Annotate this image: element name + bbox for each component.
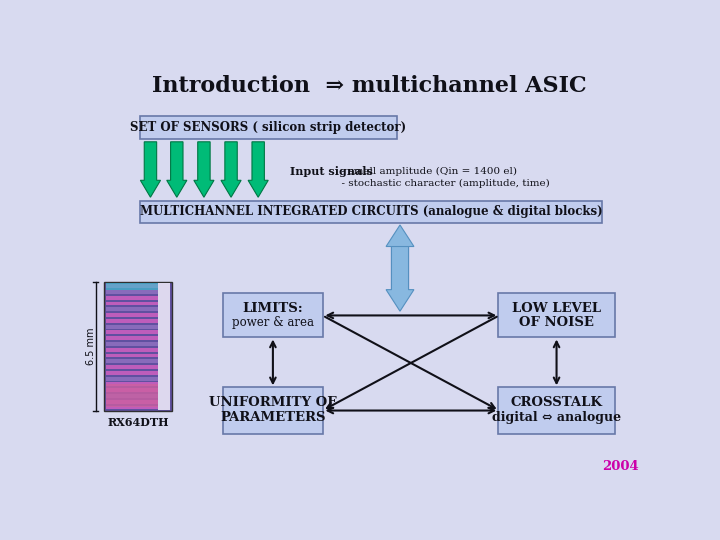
- Bar: [106, 301, 160, 306]
- Text: RX64DTH: RX64DTH: [107, 416, 168, 428]
- Polygon shape: [167, 142, 187, 197]
- Bar: [106, 330, 160, 334]
- Polygon shape: [140, 142, 161, 197]
- Bar: [104, 282, 172, 411]
- Bar: [106, 284, 160, 288]
- Polygon shape: [386, 247, 414, 311]
- FancyBboxPatch shape: [498, 294, 615, 338]
- Polygon shape: [194, 142, 214, 197]
- Bar: [106, 359, 160, 363]
- FancyBboxPatch shape: [498, 387, 615, 434]
- Text: SET OF SENSORS ( silicon strip detector): SET OF SENSORS ( silicon strip detector): [130, 122, 406, 134]
- Text: OF NOISE: OF NOISE: [519, 316, 594, 329]
- Bar: [158, 284, 170, 410]
- Bar: [106, 382, 160, 386]
- Text: MULTICHANNEL INTEGRATED CIRCUITS (analogue & digital blocks): MULTICHANNEL INTEGRATED CIRCUITS (analog…: [140, 205, 602, 218]
- Bar: [106, 406, 160, 409]
- Bar: [106, 371, 160, 375]
- Text: - small amplitude (Qin = 1400 el): - small amplitude (Qin = 1400 el): [335, 166, 517, 176]
- Bar: [106, 384, 158, 408]
- Bar: [106, 394, 160, 398]
- Text: UNIFORMITY OF: UNIFORMITY OF: [209, 396, 337, 409]
- Bar: [106, 348, 160, 352]
- Bar: [106, 313, 160, 317]
- Bar: [106, 400, 160, 403]
- Text: Input signals: Input signals: [290, 166, 373, 177]
- Text: PARAMETERS: PARAMETERS: [220, 411, 325, 424]
- Text: digital ⇔ analogue: digital ⇔ analogue: [492, 411, 621, 424]
- Bar: [106, 325, 160, 328]
- Text: - stochastic character (amplitude, time): - stochastic character (amplitude, time): [335, 179, 549, 188]
- Text: 2004: 2004: [602, 460, 639, 473]
- Text: power & area: power & area: [232, 316, 314, 329]
- Bar: [106, 307, 160, 311]
- Bar: [106, 336, 160, 340]
- FancyBboxPatch shape: [140, 117, 397, 139]
- Text: LOW LEVEL: LOW LEVEL: [512, 302, 601, 315]
- FancyBboxPatch shape: [222, 294, 323, 338]
- Text: LIMITS:: LIMITS:: [243, 302, 303, 315]
- FancyBboxPatch shape: [140, 201, 602, 222]
- Polygon shape: [386, 225, 414, 289]
- Text: CROSSTALK: CROSSTALK: [510, 396, 603, 409]
- Polygon shape: [248, 142, 269, 197]
- Bar: [106, 284, 158, 289]
- Bar: [106, 319, 160, 323]
- Polygon shape: [221, 142, 241, 197]
- Bar: [106, 354, 160, 357]
- FancyBboxPatch shape: [222, 387, 323, 434]
- Bar: [106, 365, 160, 369]
- Text: Introduction  ⇒ multichannel ASIC: Introduction ⇒ multichannel ASIC: [152, 76, 586, 97]
- Bar: [106, 388, 160, 392]
- Bar: [106, 377, 160, 381]
- Text: 6.5 mm: 6.5 mm: [86, 328, 96, 366]
- Bar: [106, 296, 160, 300]
- Bar: [106, 290, 160, 294]
- Bar: [106, 342, 160, 346]
